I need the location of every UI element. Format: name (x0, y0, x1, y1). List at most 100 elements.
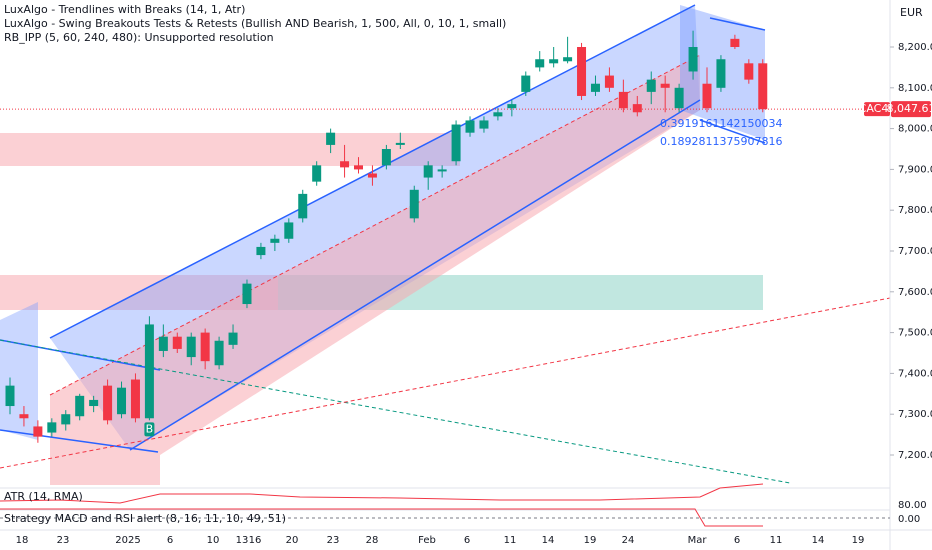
indicator-title: LuxAlgo - Swing Breakouts Tests & Retest… (4, 17, 506, 30)
y-tick-label: 7,300.00 (898, 409, 932, 420)
candle-body (172, 336, 182, 349)
candle-body (200, 332, 210, 362)
y-tick-label: 8,000.00 (898, 124, 932, 135)
candle-body (618, 91, 628, 109)
candle-body (256, 246, 266, 256)
currency: EUR (900, 6, 923, 19)
candle-body (660, 83, 670, 88)
candle-body (340, 161, 350, 168)
x-tick-label: 18 (16, 535, 29, 546)
x-tick-label: 19 (852, 535, 865, 546)
x-tick-label: Mar (688, 535, 708, 546)
candle-body (228, 332, 238, 345)
indicator-title: LuxAlgo - Trendlines with Breaks (14, 1,… (4, 3, 245, 16)
x-tick-label: 10 (207, 535, 220, 546)
candle-body (367, 173, 377, 178)
trendline (709, 17, 766, 31)
annotation: 0.3919161142150034 (660, 117, 782, 130)
candle-body (354, 165, 363, 170)
candle-body (688, 47, 698, 72)
candle-body (270, 238, 280, 243)
x-tick-label: 2025 (115, 535, 140, 546)
candle-body (604, 75, 614, 88)
y-tick-label: 7,500.00 (898, 328, 932, 339)
trendline (0, 339, 791, 484)
candle-body (702, 83, 712, 109)
x-tick-label: 23 (57, 535, 70, 546)
channel-line (129, 99, 701, 451)
left-channel (0, 302, 38, 440)
y-tick-label: 8,200.00 (898, 42, 932, 53)
candle-body (158, 336, 168, 351)
candle-body (381, 149, 391, 166)
candle-body (646, 79, 656, 92)
symbol-tag-text: CAC40 (859, 102, 896, 115)
price-tag-text: 8,047.61 (887, 102, 932, 115)
candle-body (89, 399, 99, 407)
y-tick-label: 7,900.00 (898, 164, 932, 175)
candle-body (103, 385, 113, 421)
x-tick-label: 13 (236, 535, 249, 546)
x-tick-label: 6 (464, 535, 470, 546)
trendline (0, 429, 159, 453)
candle-body (5, 385, 15, 407)
x-tick-label: 28 (366, 535, 379, 546)
candle-body (312, 165, 322, 182)
overlays (0, 4, 891, 485)
price-tag (891, 101, 931, 118)
candle-body (298, 193, 308, 219)
x-tick-label: 6 (734, 535, 740, 546)
breakout-marker (144, 422, 155, 437)
x-tick-label: 19 (584, 535, 597, 546)
candle-body (632, 104, 642, 113)
candle-body (549, 59, 559, 64)
strategy-line (0, 508, 763, 527)
trendline (0, 339, 161, 371)
candle-body (395, 142, 405, 145)
candle-body (242, 283, 252, 305)
candle-body (214, 340, 224, 366)
candle-body (716, 59, 726, 88)
candle-body (144, 324, 154, 419)
x-tick-label: 6 (167, 535, 173, 546)
candle-body (465, 120, 475, 133)
y-tick-label: 7,700.00 (898, 246, 932, 257)
x-tick-label: 11 (770, 535, 783, 546)
candle-body (75, 395, 85, 417)
candle-body (130, 379, 140, 419)
candle-body (479, 120, 489, 129)
candle-body (521, 75, 531, 92)
x-tick-label: 16 (249, 535, 262, 546)
x-tick-label: Feb (418, 535, 436, 546)
price-layer (5, 30, 768, 443)
supply-zone (0, 133, 460, 166)
candle-body (577, 47, 587, 96)
channel-lower (50, 55, 700, 485)
x-tick-label: 11 (504, 535, 517, 546)
strategy-level: 0.00 (898, 514, 920, 525)
candle-body (409, 189, 419, 219)
atr-title: ATR (14, RMA) (4, 490, 83, 503)
atr-level: 80.00 (898, 500, 927, 511)
candle-body (493, 112, 503, 117)
candle-body (284, 222, 294, 239)
candle-body (186, 336, 196, 358)
x-tick-label: 14 (542, 535, 555, 546)
candle-body (730, 38, 740, 47)
y-tick-label: 7,200.00 (898, 450, 932, 461)
candle-body (47, 422, 57, 433)
y-tick-label: 8,100.00 (898, 83, 932, 94)
candle-body (423, 165, 433, 178)
channel-mid (49, 54, 701, 396)
candle-body (590, 83, 600, 92)
x-tick-label: 23 (327, 535, 340, 546)
trendline (699, 119, 766, 144)
candle-body (61, 414, 71, 425)
y-tick-label: 7,800.00 (898, 205, 932, 216)
x-tick-label: 24 (622, 535, 635, 546)
candle-body (507, 104, 517, 109)
candle-body (19, 414, 29, 419)
x-tick-label: 14 (812, 535, 825, 546)
candle-body (437, 169, 447, 172)
